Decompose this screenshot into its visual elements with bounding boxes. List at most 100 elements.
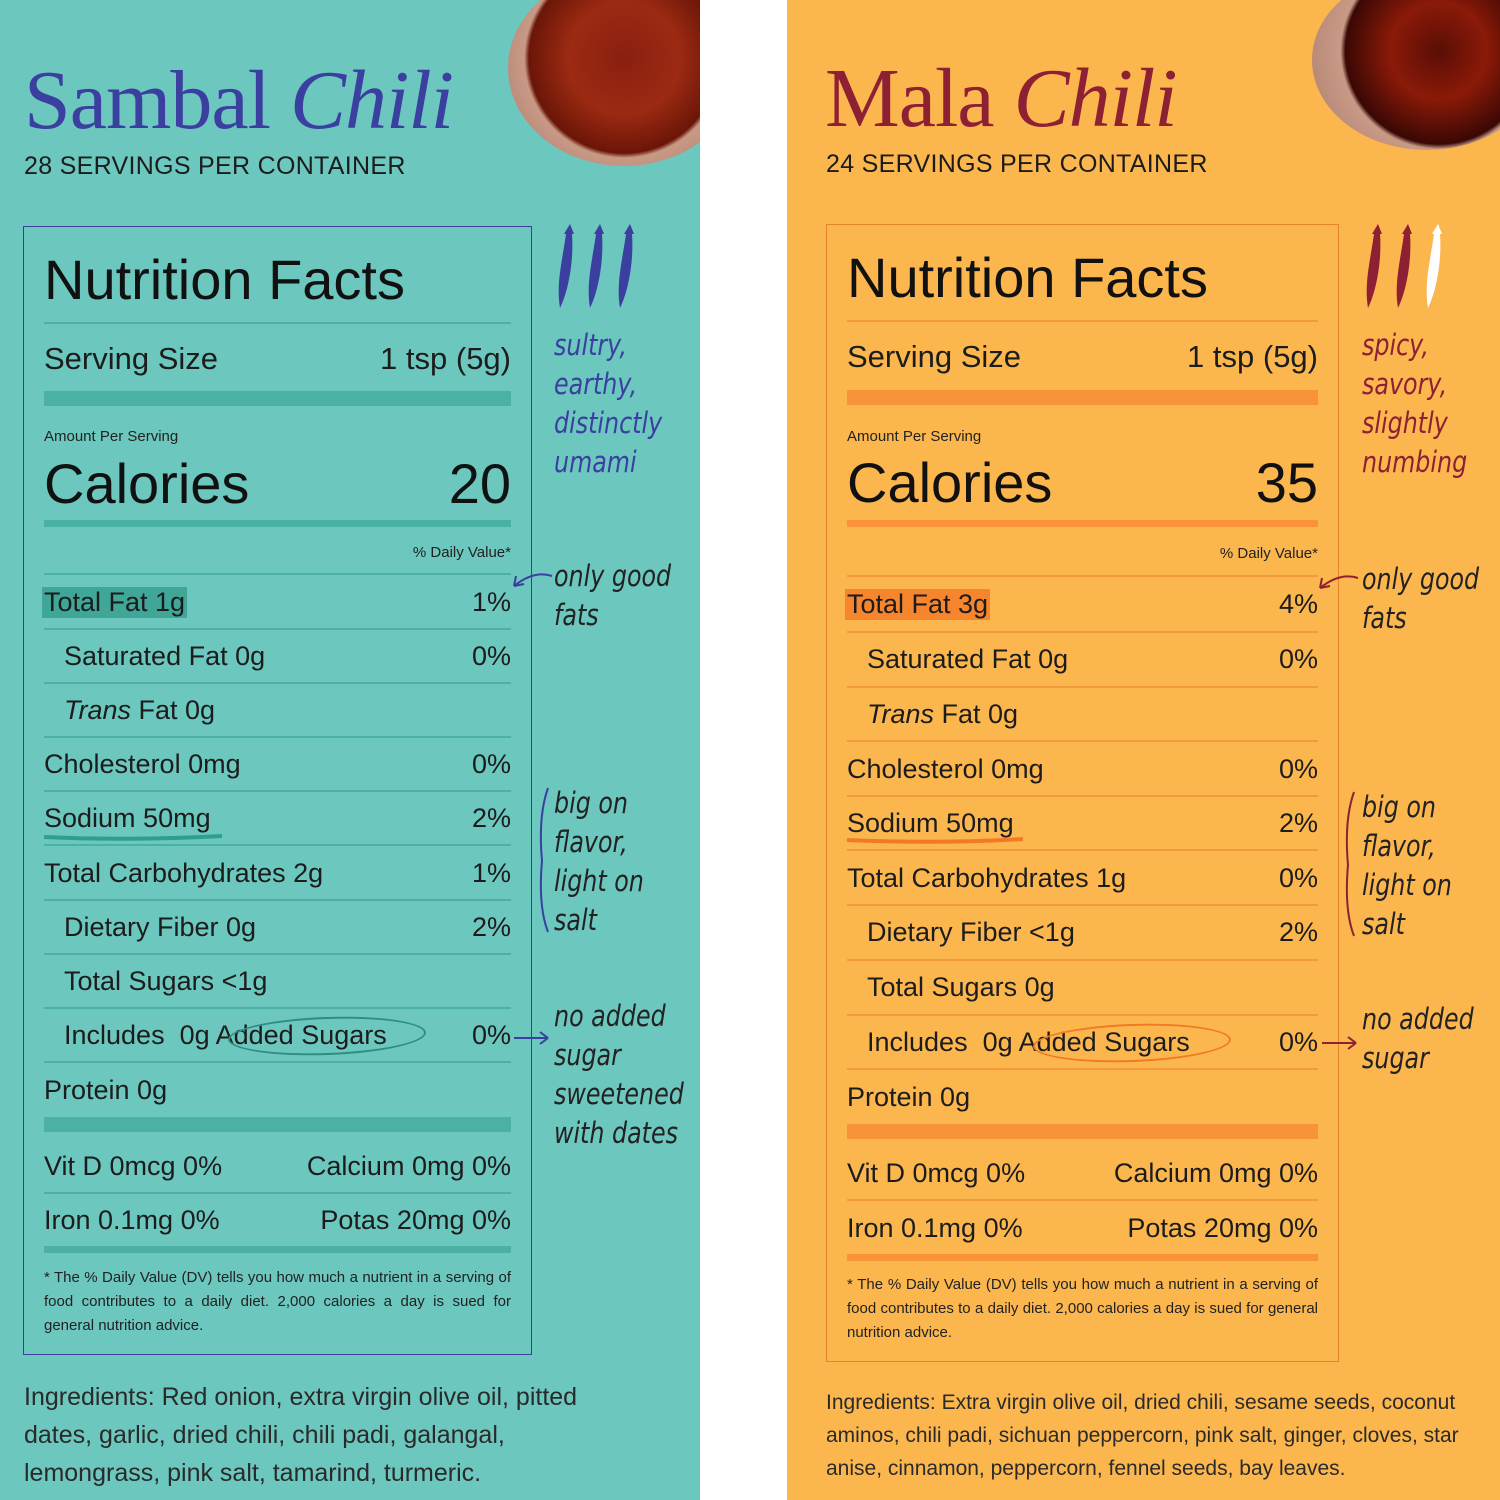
sugar-note-line: no added — [1362, 1002, 1474, 1036]
sugar-note-line: with dates — [554, 1116, 679, 1150]
divider — [44, 736, 511, 738]
flavor-note-line: spicy, — [1362, 328, 1429, 362]
sugar-note-line: no added — [554, 999, 666, 1033]
fats-note-line: fats — [554, 598, 599, 632]
mid-divider — [44, 520, 511, 527]
divider — [847, 631, 1318, 633]
divider — [847, 320, 1318, 322]
divider — [847, 1014, 1318, 1016]
fats-note: only good fats — [1362, 560, 1479, 638]
fats-note-line: only good — [554, 559, 672, 593]
divider — [44, 1192, 511, 1194]
divider — [44, 573, 511, 575]
ingredients-label: Ingredients: — [826, 1391, 936, 1414]
divider — [44, 844, 511, 846]
saturated-fat-dv: 0% — [471, 641, 511, 671]
fats-arrow-icon — [1319, 575, 1359, 589]
ingredients-text: Extra virgin olive oil, dried chili, ses… — [826, 1391, 1459, 1480]
total-sugars-label: Total Sugars 0g — [867, 972, 1055, 1002]
divider — [847, 1199, 1318, 1201]
title-italic: Chili — [1013, 52, 1178, 145]
trans-fat-rest: Fat 0g — [941, 699, 1019, 729]
total-sugars-label: Total Sugars <1g — [64, 966, 268, 996]
pepper-rating-icon — [1366, 224, 1442, 308]
calories-value: 35 — [1255, 451, 1318, 514]
trans-fat-label: Trans Fat 0g — [64, 695, 215, 726]
protein-label: Protein 0g — [44, 1075, 168, 1105]
calories-label: Calories — [847, 451, 1053, 514]
potassium-label: Potas 20mg 0% — [1127, 1213, 1318, 1243]
divider — [44, 1061, 511, 1063]
mala-panel: Mala Chili 24 SERVINGS PER CONTAINER Nut… — [787, 0, 1500, 1500]
sodium-label: Sodium 50mg — [847, 808, 1014, 838]
salt-note-line: light on — [1362, 868, 1452, 902]
salt-note-line: big on — [1362, 790, 1436, 824]
mid-divider — [847, 520, 1318, 527]
calcium-label: Calcium 0mg 0% — [1113, 1158, 1318, 1188]
title-regular: Sambal — [24, 54, 271, 147]
divider — [44, 1007, 511, 1009]
nutrition-facts-title: Nutrition Facts — [847, 246, 1208, 309]
added-sugars-dv: 0% — [1278, 1027, 1318, 1057]
salt-bracket-icon — [1345, 791, 1355, 937]
product-title: Sambal Chili — [24, 52, 454, 149]
total-carbs-label: Total Carbohydrates 1g — [847, 863, 1127, 893]
flavor-note-line: distinctly — [554, 406, 663, 440]
total-fat-dv: 4% — [1278, 589, 1318, 619]
divider — [44, 322, 511, 324]
nutrition-facts-box: Nutrition Facts Serving Size 1 tsp (5g) … — [826, 224, 1339, 1362]
divider — [847, 795, 1318, 797]
divider — [847, 959, 1318, 961]
serving-size-value: 1 tsp (5g) — [380, 341, 511, 376]
fats-note-line: fats — [1362, 601, 1407, 635]
added-sugars-prefix: Includes 0g — [867, 1027, 1013, 1057]
salt-note-line: light on — [554, 864, 644, 898]
fats-arrow-icon — [513, 573, 553, 587]
cholesterol-label: Cholesterol 0mg — [44, 749, 241, 779]
dietary-fiber-dv: 2% — [471, 912, 511, 942]
total-carbs-label: Total Carbohydrates 2g — [44, 858, 324, 888]
sugar-note-line: sugar — [554, 1038, 621, 1072]
sodium-dv: 2% — [1278, 808, 1318, 838]
divider — [847, 904, 1318, 906]
thick-divider — [847, 390, 1318, 405]
flavor-note: spicy, savory, slightly numbing — [1362, 326, 1467, 482]
total-fat-label: Total Fat 1g — [42, 587, 188, 618]
iron-label: Iron 0.1mg 0% — [847, 1213, 1023, 1243]
fats-note-line: only good — [1362, 562, 1480, 596]
dietary-fiber-label: Dietary Fiber 0g — [64, 912, 257, 942]
iron-label: Iron 0.1mg 0% — [44, 1205, 220, 1235]
trans-italic: Trans — [64, 695, 132, 725]
pepper-rating-icon — [558, 224, 634, 308]
sodium-dv: 2% — [471, 803, 511, 833]
added-sugars-circled: Added Sugars — [1018, 1027, 1190, 1057]
divider — [847, 575, 1318, 577]
salt-bracket-icon — [539, 787, 549, 933]
total-carbs-dv: 1% — [471, 858, 511, 888]
salt-note-line: big on — [554, 786, 628, 820]
added-sugars-label: Includes 0g Added Sugars — [64, 1020, 387, 1051]
servings-per-container: 28 SERVINGS PER CONTAINER — [24, 152, 406, 180]
nutrition-facts-box: Nutrition Facts Serving Size 1 tsp (5g) … — [23, 226, 532, 1355]
added-sugars-prefix: Includes 0g — [64, 1020, 210, 1050]
sodium-underline — [43, 834, 223, 841]
sodium-label: Sodium 50mg — [44, 803, 211, 833]
divider — [847, 740, 1318, 742]
divider — [847, 849, 1318, 851]
total-carbs-dv: 0% — [1278, 863, 1318, 893]
added-sugars-dv: 0% — [471, 1020, 511, 1050]
potassium-label: Potas 20mg 0% — [320, 1205, 511, 1235]
title-italic: Chili — [289, 54, 454, 147]
sambal-bowl-image — [508, 0, 700, 166]
sambal-panel: Sambal Chili 28 SERVINGS PER CONTAINER N… — [0, 0, 700, 1500]
title-regular: Mala — [825, 52, 995, 145]
flavor-note-line: slightly — [1362, 406, 1448, 440]
vitd-label: Vit D 0mcg 0% — [44, 1151, 223, 1181]
daily-value-header: % Daily Value* — [412, 544, 511, 561]
trans-italic: Trans — [867, 699, 935, 729]
divider — [44, 628, 511, 630]
amount-per-serving: Amount Per Serving — [44, 428, 179, 445]
thick-divider — [44, 391, 511, 406]
flavor-note: sultry, earthy, distinctly umami — [554, 326, 662, 482]
salt-note: big on flavor, light on salt — [554, 784, 644, 940]
